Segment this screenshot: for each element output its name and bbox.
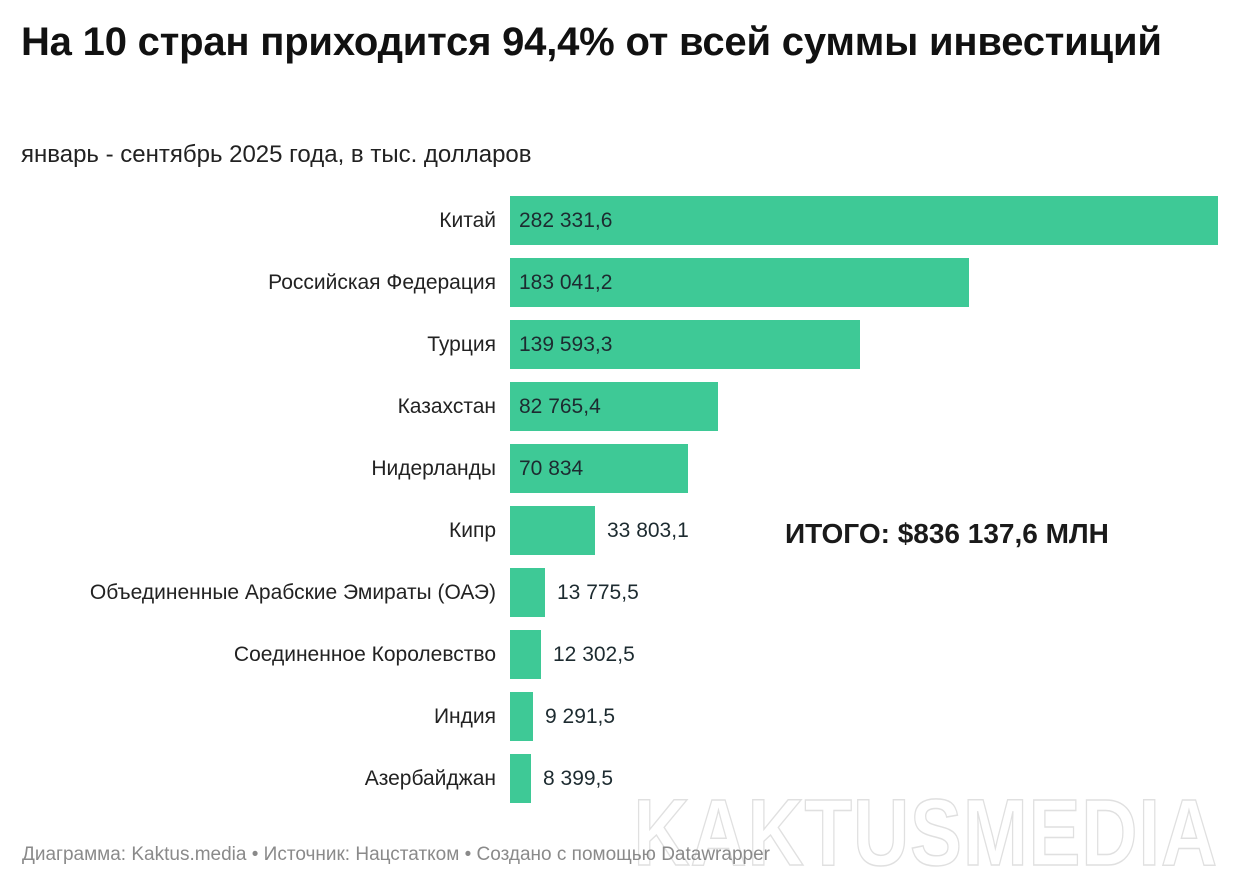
bar-row: Соединенное Королевство 12 302,5 <box>0 630 1240 679</box>
value-label: 13 775,5 <box>557 580 639 604</box>
value-label: 183 041,2 <box>519 270 613 294</box>
bar-row: Турция 139 593,3 <box>0 320 1240 369</box>
bar-track: 82 765,4 <box>510 382 1240 431</box>
value-label: 12 302,5 <box>553 642 635 666</box>
bar <box>510 754 531 803</box>
bar-track: 33 803,1 <box>510 506 1240 555</box>
bar-track: 12 302,5 <box>510 630 1240 679</box>
value-label: 82 765,4 <box>519 394 601 418</box>
bar-track: 8 399,5 <box>510 754 1240 803</box>
bar-row: Китай 282 331,6 <box>0 196 1240 245</box>
bar-track: 139 593,3 <box>510 320 1240 369</box>
bar-row: Объединенные Арабские Эмираты (ОАЭ) 13 7… <box>0 568 1240 617</box>
bar <box>510 568 545 617</box>
bar <box>510 258 969 307</box>
bar-row: Кипр 33 803,1 <box>0 506 1240 555</box>
bar <box>510 444 688 493</box>
category-label: Индия <box>433 704 496 728</box>
category-label: Российская Федерация <box>268 270 496 294</box>
bar-track: 183 041,2 <box>510 258 1240 307</box>
bar-row: Казахстан 82 765,4 <box>0 382 1240 431</box>
value-label: 139 593,3 <box>519 332 613 356</box>
bar <box>510 506 595 555</box>
watermark: KAKTUSMEDIA <box>633 779 1218 887</box>
bar-row: Нидерланды 70 834 <box>0 444 1240 493</box>
total-annotation: ИТОГО: $836 137,6 МЛН <box>785 518 1109 549</box>
category-label: Азербайджан <box>364 766 496 790</box>
category-label: Казахстан <box>397 394 496 418</box>
category-label: Нидерланды <box>371 456 496 480</box>
category-label: Кипр <box>448 518 496 542</box>
bar-track: 282 331,6 <box>510 196 1240 245</box>
bar <box>510 382 718 431</box>
bar <box>510 692 533 741</box>
bar-track: 9 291,5 <box>510 692 1240 741</box>
footer-credit: Диаграмма: Kaktus.media • Источник: Нацс… <box>22 844 770 865</box>
value-label: 33 803,1 <box>607 518 689 542</box>
category-label: Объединенные Арабские Эмираты (ОАЭ) <box>89 580 496 604</box>
bar-row: Российская Федерация 183 041,2 <box>0 258 1240 307</box>
bar-track: 13 775,5 <box>510 568 1240 617</box>
category-label: Турция <box>427 332 496 356</box>
chart-title: На 10 стран приходится 94,4% от всей сум… <box>21 20 1162 64</box>
bar-row: Азербайджан 8 399,5 <box>0 754 1240 803</box>
value-label: 8 399,5 <box>543 766 614 790</box>
category-label: Соединенное Королевство <box>233 642 496 666</box>
category-label: Китай <box>439 208 496 232</box>
value-label: 70 834 <box>519 456 584 480</box>
bar-track: 70 834 <box>510 444 1240 493</box>
bar <box>510 196 1218 245</box>
bar <box>510 320 860 369</box>
value-label: 9 291,5 <box>545 704 616 728</box>
bar <box>510 630 541 679</box>
chart-subtitle: январь - сентябрь 2025 года, в тыс. долл… <box>21 141 532 168</box>
bar-row: Индия 9 291,5 <box>0 692 1240 741</box>
value-label: 282 331,6 <box>519 208 613 232</box>
bar-chart: Китай 282 331,6 Российская Федерация 183… <box>0 196 1240 816</box>
